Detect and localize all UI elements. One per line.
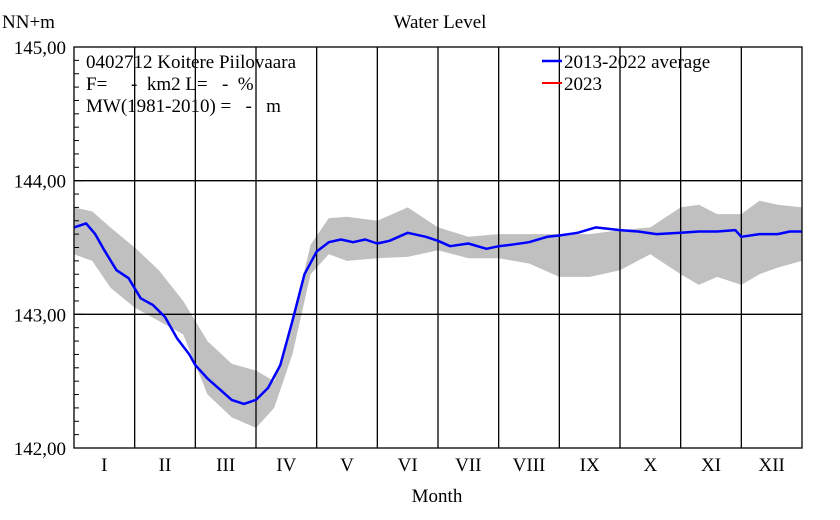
- x-tick-label-I: I: [101, 455, 107, 476]
- x-tick-label-VII: VII: [455, 455, 481, 476]
- legend-label-2023: 2023: [564, 74, 602, 95]
- x-axis-label: Month: [412, 486, 463, 507]
- legend: 2013-2022 average 2023: [542, 52, 710, 95]
- x-tick-label-III: III: [216, 455, 235, 476]
- x-tick-label-VIII: VIII: [513, 455, 546, 476]
- y-tick-label-0: 142,00: [14, 439, 66, 460]
- y-tick-label-1: 143,00: [14, 305, 66, 326]
- x-tick-label-IV: IV: [276, 455, 296, 476]
- x-tick-label-II: II: [159, 455, 172, 476]
- x-tick-label-V: V: [340, 455, 354, 476]
- station-name: 0402712 Koitere Piilovaara: [86, 52, 297, 73]
- mean-water-text: MW(1981-2010) = - m: [86, 96, 281, 117]
- tick-layer: [74, 46, 83, 449]
- grid-layer: [74, 47, 802, 448]
- chart-title: Water Level: [394, 12, 487, 33]
- station-info: 0402712 Koitere Piilovaara F= - km2 L= -…: [86, 52, 297, 117]
- x-tick-label-XII: XII: [758, 455, 784, 476]
- series-line-0: [73, 222, 802, 406]
- x-tick-label-VI: VI: [398, 455, 418, 476]
- x-tick-label-IX: IX: [580, 455, 600, 476]
- catchment-area-text: F= - km2 L= - %: [86, 74, 254, 95]
- legend-label-average: 2013-2022 average: [564, 52, 710, 73]
- y-tick-label-2: 144,00: [14, 172, 66, 193]
- x-tick-label-XI: XI: [701, 455, 721, 476]
- y-axis-unit-label: NN+m: [2, 12, 55, 33]
- y-tick-label-3: 145,00: [14, 38, 66, 59]
- series-line-layer: [73, 222, 802, 406]
- x-tick-label-X: X: [643, 455, 657, 476]
